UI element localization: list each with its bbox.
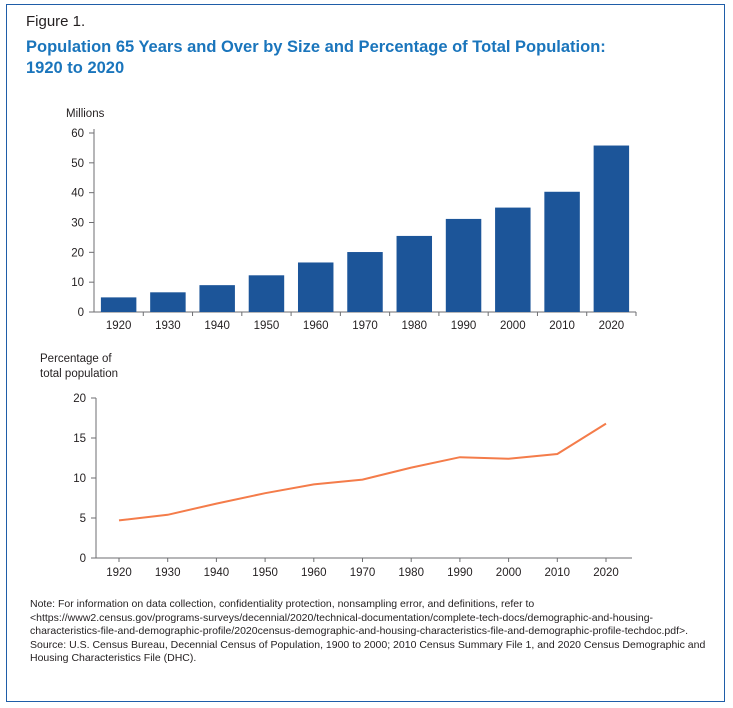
figure-frame xyxy=(6,4,725,702)
x-tick-label: 1920 xyxy=(106,320,132,332)
x-tick-label: 1990 xyxy=(447,567,473,579)
x-tick-label: 1990 xyxy=(451,320,477,332)
chart-title: Population 65 Years and Over by Size and… xyxy=(26,37,706,79)
y-tick-label: 40 xyxy=(71,188,84,200)
bar-1970 xyxy=(347,252,383,312)
bar-1960 xyxy=(297,262,334,312)
x-tick-label: 1960 xyxy=(301,567,327,579)
x-tick-label: 1980 xyxy=(398,567,424,579)
y-tick-label: 0 xyxy=(78,307,84,319)
y-tick-label: 30 xyxy=(71,218,84,230)
x-tick-label: 2020 xyxy=(593,567,619,579)
x-tick-label: 1980 xyxy=(401,320,427,332)
bar-chart: Millions 0 10 20 30 40 50 60 1920 1930 1940 1950 196… xyxy=(66,108,637,332)
x-tick-label: 2000 xyxy=(496,567,522,579)
figure-label: Figure 1. xyxy=(26,13,86,30)
x-tick-label: 2010 xyxy=(549,320,575,332)
y-tick-label: 15 xyxy=(73,433,86,445)
x-tick-label: 2010 xyxy=(545,567,571,579)
bar-1930 xyxy=(150,292,186,312)
x-tick-label: 1940 xyxy=(204,567,230,579)
x-tick-label: 2020 xyxy=(599,320,625,332)
x-tick-label: 1950 xyxy=(254,320,280,332)
x-tick-label: 1950 xyxy=(252,567,278,579)
title-line-1: Population 65 Years and Over by Size and… xyxy=(26,38,606,56)
bar-1990 xyxy=(445,218,482,312)
x-tick-label: 1930 xyxy=(155,567,181,579)
bar-2010 xyxy=(544,191,580,312)
x-tick-label: 2000 xyxy=(500,320,526,332)
line-chart: Percentage of total population 0 5 10 15 20 192… xyxy=(40,353,632,579)
y-tick-label: 10 xyxy=(73,473,86,485)
bar-1980 xyxy=(396,235,433,312)
bar-1940 xyxy=(199,285,235,312)
x-tick-label: 1960 xyxy=(303,320,329,332)
x-tick-label: 1930 xyxy=(155,320,181,332)
source-text: Source: U.S. Census Bureau, Decennial Ce… xyxy=(30,638,706,665)
y-tick-label: 20 xyxy=(73,393,86,405)
bar-2020 xyxy=(593,145,630,312)
y-tick-label: 60 xyxy=(71,128,84,140)
series-line xyxy=(118,422,607,522)
y-tick-label: 0 xyxy=(80,553,86,565)
x-tick-label: 1970 xyxy=(352,320,378,332)
bar-1950 xyxy=(248,275,285,312)
y-axis-title: Millions xyxy=(66,108,105,120)
y-tick-label: 50 xyxy=(71,158,84,170)
y-tick-label: 5 xyxy=(80,513,86,525)
x-tick-label: 1920 xyxy=(106,567,132,579)
title-line-2: 1920 to 2020 xyxy=(26,59,125,77)
note-text: Note: For information on data collection… xyxy=(30,598,689,638)
footnote: Note: For information on data collection… xyxy=(30,598,710,666)
y-axis-title-line: total population xyxy=(40,368,118,380)
y-tick-label: 10 xyxy=(71,277,84,289)
y-tick-label: 20 xyxy=(71,247,84,259)
x-tick-label: 1970 xyxy=(350,567,376,579)
bar-2000 xyxy=(495,207,531,312)
x-tick-label: 1940 xyxy=(204,320,230,332)
y-axis-title-line: Percentage of xyxy=(40,353,112,365)
bar-1920 xyxy=(100,297,137,312)
